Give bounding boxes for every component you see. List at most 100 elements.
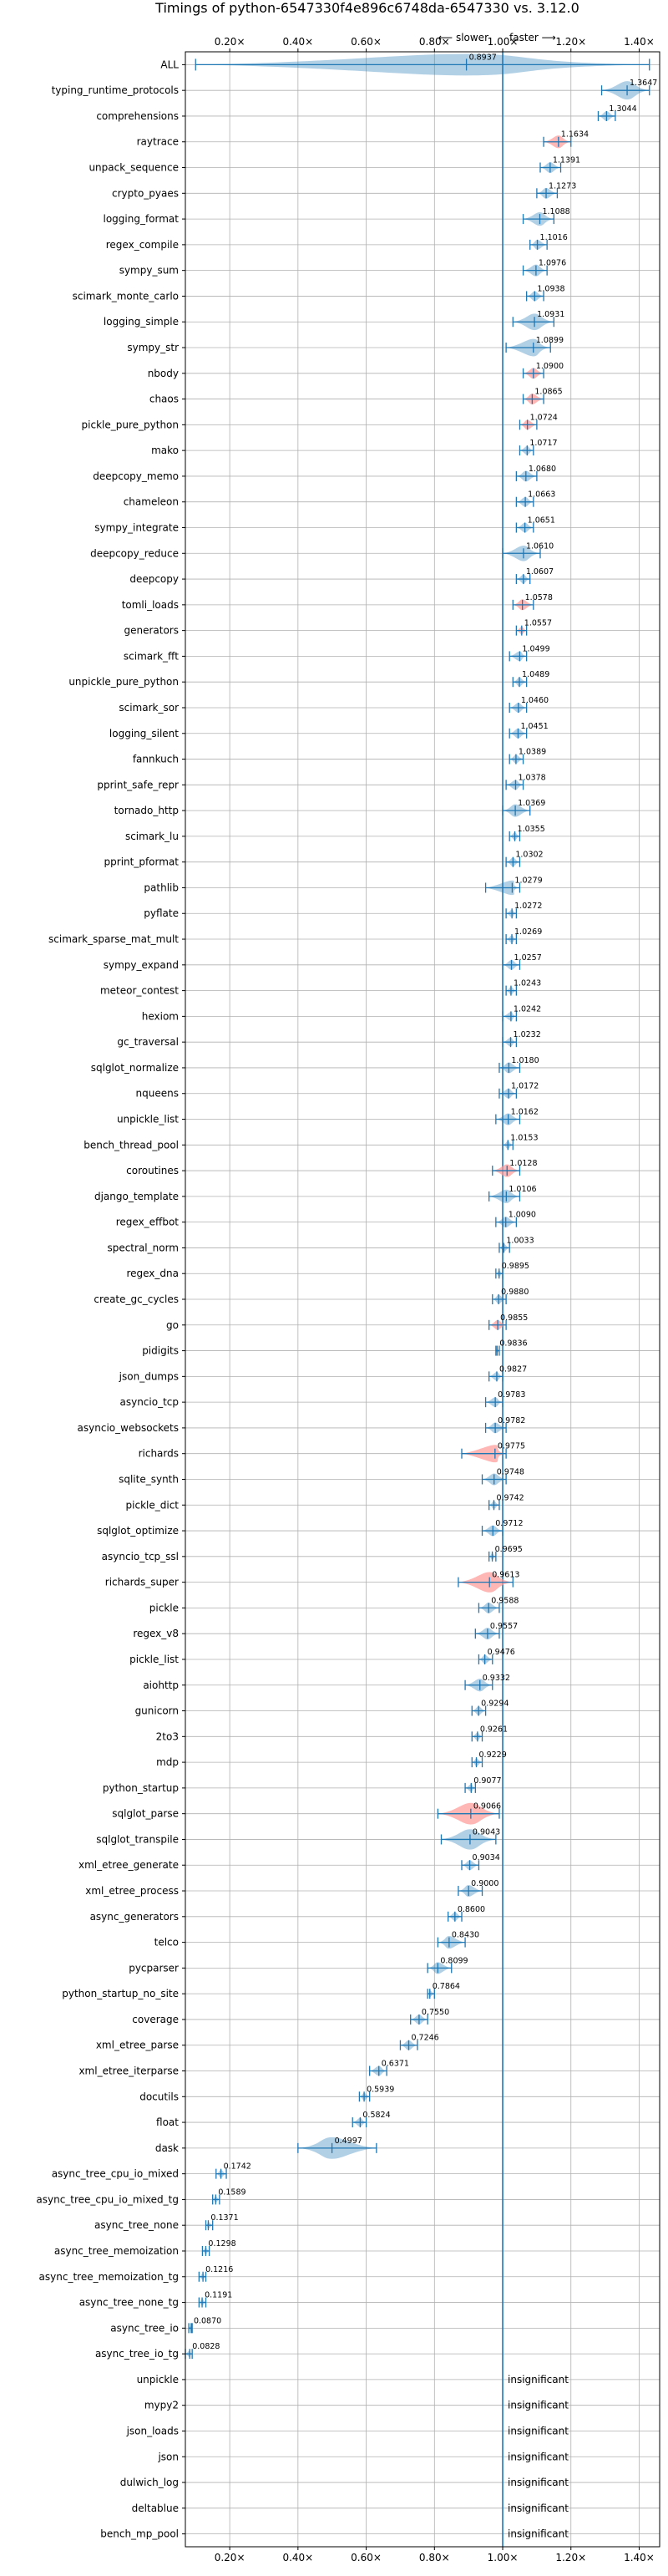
category-label: coverage — [132, 2014, 179, 2025]
insignificant-label: insignificant — [508, 2374, 569, 2385]
category-label: generators — [124, 625, 179, 637]
category-label: raytrace — [137, 136, 179, 148]
plot-frame — [185, 51, 660, 2548]
violin-group: 0.1191 — [198, 2291, 232, 2308]
violin-group: 1.0865 — [522, 388, 563, 405]
value-label: 0.9294 — [481, 1700, 509, 1709]
violin-group: 1.1088 — [522, 207, 570, 226]
category-label: scimark_monte_carlo — [73, 290, 179, 302]
value-label: 1.0272 — [514, 902, 542, 911]
category-label: deepcopy_memo — [93, 470, 179, 482]
value-label: 0.9261 — [480, 1725, 508, 1734]
category-label: sympy_sum — [119, 265, 179, 277]
value-label: 0.1191 — [205, 2291, 232, 2300]
value-label: 0.9229 — [479, 1750, 507, 1760]
category-label: scimark_sparse_mat_mult — [48, 933, 179, 945]
violin-group: 1.0279 — [484, 876, 543, 896]
violin-group: 1.1391 — [539, 156, 580, 173]
category-label: pickle_dict — [126, 1499, 180, 1511]
value-label: 1.0302 — [515, 851, 543, 860]
value-label: 0.9332 — [483, 1674, 510, 1683]
value-label: 0.9895 — [502, 1262, 529, 1271]
category-label: 2to3 — [156, 1730, 179, 1742]
violin-group: 1.0663 — [515, 490, 555, 507]
value-label: 1.0279 — [514, 876, 542, 885]
category-label: scimark_sor — [119, 702, 179, 714]
category-label: telco — [154, 1937, 179, 1949]
violin-group: 0.1371 — [205, 2213, 239, 2231]
category-label: async_tree_io_tg — [95, 2348, 179, 2360]
violin-group: 1.0355 — [509, 825, 545, 841]
category-label: unpickle — [137, 2374, 179, 2385]
category-label: pickle — [149, 1602, 179, 1613]
category-label: mypy2 — [144, 2400, 179, 2411]
category-label: sqlite_synth — [119, 1473, 179, 1485]
violin-group: 1.0180 — [498, 1056, 539, 1074]
category-label: async_tree_none_tg — [79, 2297, 179, 2309]
category-label: logging_simple — [104, 316, 179, 328]
violin-group: 1.0900 — [522, 362, 564, 379]
category-label: tornado_http — [114, 805, 179, 816]
x-tick-label-top: 0.20× — [215, 36, 245, 48]
category-label: mdp — [156, 1756, 179, 1768]
value-label: 1.3647 — [630, 79, 657, 88]
value-label: 1.0899 — [536, 336, 564, 345]
category-label: pprint_safe_repr — [97, 779, 179, 790]
category-label: nqueens — [136, 1088, 179, 1100]
value-label: 1.0938 — [537, 284, 564, 293]
x-ticks-top: 0.20× 0.40× 0.60× 0.80× 1.00× 1.20× 1.40× — [215, 36, 655, 52]
value-label: 1.0369 — [518, 799, 545, 808]
category-label: ALL — [160, 58, 179, 70]
violin-group: 1.0499 — [509, 644, 550, 662]
value-label: 1.0257 — [514, 953, 542, 963]
value-label: 0.6371 — [382, 2060, 409, 2069]
violin-group: 0.9775 — [461, 1442, 525, 1463]
value-label: 0.9712 — [495, 1519, 523, 1528]
value-label: 0.4997 — [335, 2137, 362, 2146]
category-label: async_generators — [90, 1911, 179, 1923]
violin-group: 0.9742 — [488, 1493, 524, 1511]
value-label: 0.0870 — [194, 2316, 221, 2325]
category-label: gc_traversal — [117, 1036, 179, 1048]
category-label: async_tree_io — [110, 2322, 179, 2334]
value-label: 1.0900 — [536, 362, 564, 371]
violin-group: 0.7550 — [410, 2008, 449, 2025]
value-label: 1.0724 — [530, 413, 558, 422]
value-label: 1.0865 — [534, 388, 562, 397]
value-label: 0.7864 — [433, 1982, 460, 1991]
violin-group: 0.9895 — [495, 1262, 529, 1279]
value-label: 1.0172 — [511, 1082, 539, 1091]
violin-group: 0.7246 — [399, 2034, 439, 2050]
violin-group: 1.0451 — [509, 722, 549, 739]
value-label: 1.0243 — [514, 979, 541, 988]
violin-group: 1.0172 — [498, 1082, 539, 1099]
violin-group: 1.0717 — [519, 439, 558, 456]
category-label: async_tree_cpu_io_mixed — [52, 2168, 179, 2180]
x-tick-label-bottom: 1.40× — [624, 2552, 655, 2563]
category-label: json_loads — [126, 2425, 179, 2436]
violin-group: 1.0557 — [515, 619, 552, 636]
violin-group: 1.0153 — [502, 1133, 539, 1151]
violin-group: 0.9588 — [478, 1596, 519, 1613]
violin-group: 1.0128 — [492, 1159, 538, 1177]
x-tick-label-bottom: 0.40× — [282, 2552, 313, 2563]
value-label: 1.0355 — [518, 825, 545, 834]
value-label: 1.0557 — [524, 619, 552, 628]
violin-group: 1.0724 — [519, 413, 558, 430]
insignificant-label: insignificant — [508, 2477, 569, 2488]
violin-group: 0.8430 — [437, 1931, 479, 1949]
value-label: 0.8600 — [458, 1905, 485, 1914]
violin-group: 0.9034 — [461, 1853, 500, 1871]
violin-group: 0.4997 — [297, 2137, 377, 2159]
violin-group: 0.8099 — [427, 1956, 468, 1974]
violin-group: 1.0610 — [502, 541, 554, 561]
insignificant-label: insignificant — [508, 2425, 569, 2436]
value-label: 0.9557 — [490, 1622, 518, 1631]
violin-group: 0.1589 — [212, 2187, 246, 2205]
x-tick-label-top: 0.40× — [282, 36, 313, 48]
violin-group: 0.1742 — [215, 2162, 251, 2179]
faster-annotation: faster ⟶ — [509, 32, 556, 43]
category-label: deepcopy — [129, 573, 179, 585]
value-label: 0.9855 — [500, 1313, 528, 1323]
category-label: dask — [155, 2142, 179, 2154]
